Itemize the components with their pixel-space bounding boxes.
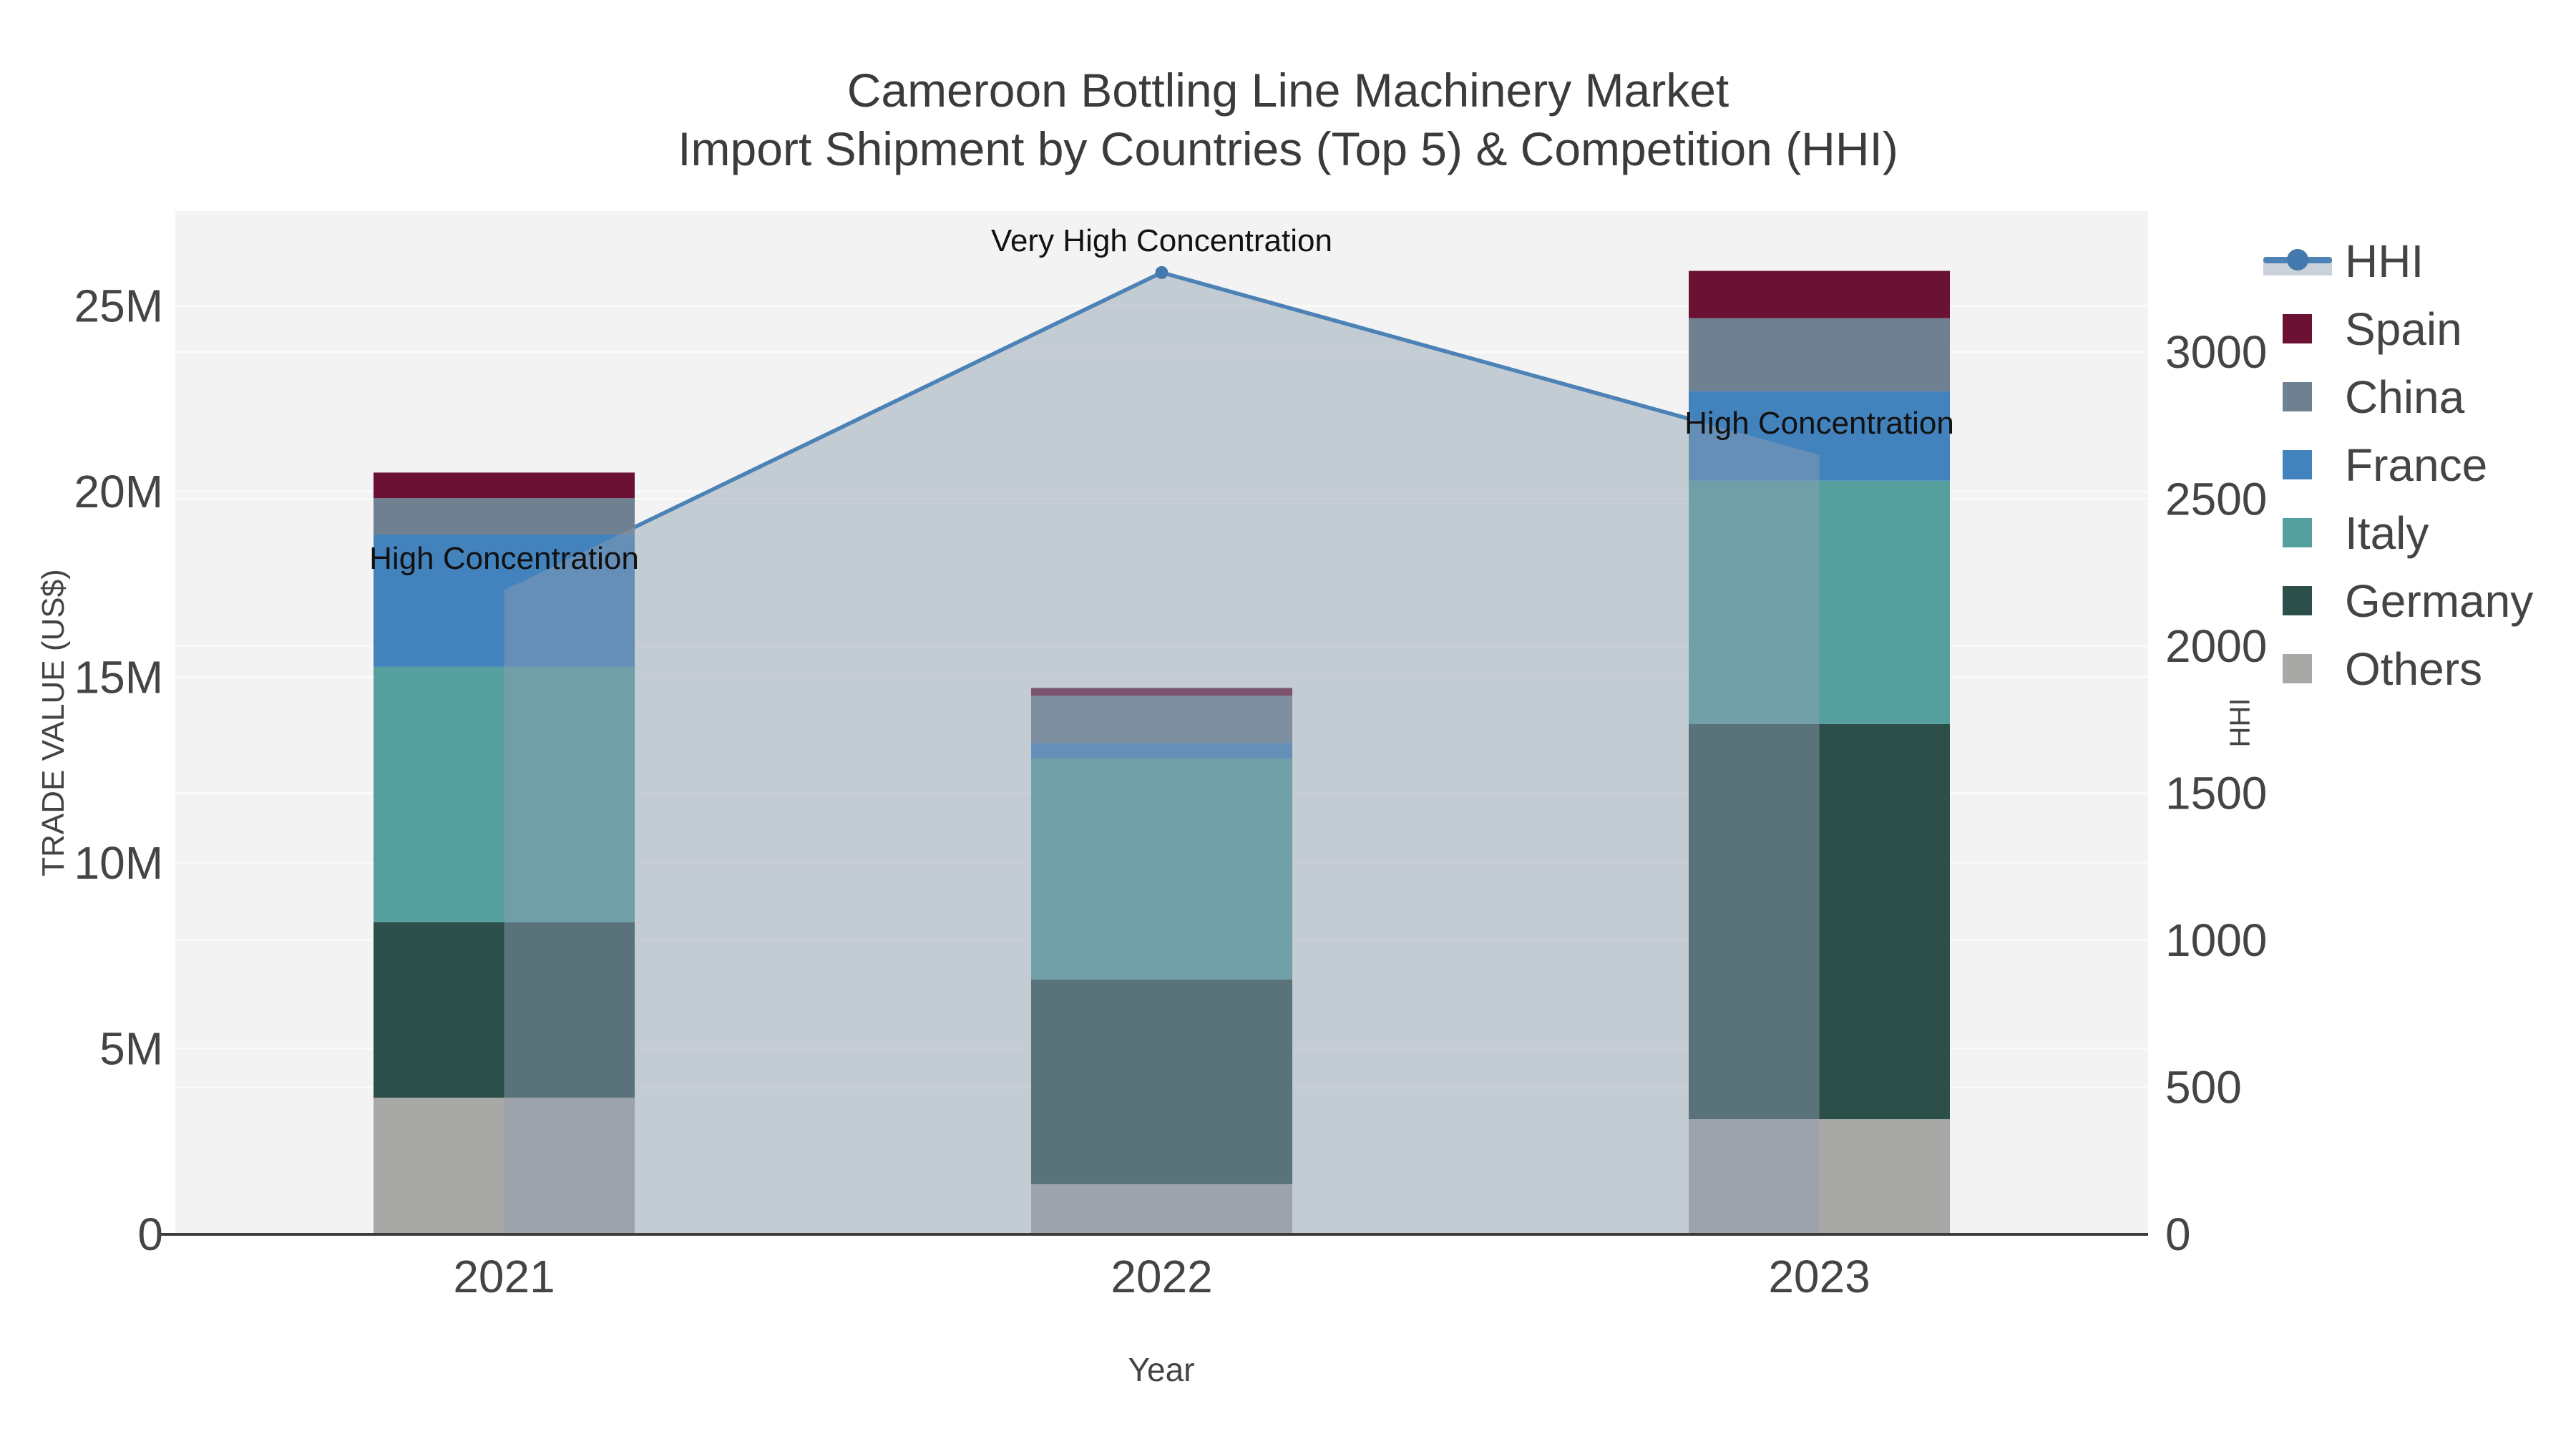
legend-swatch-icon [2263,499,2332,567]
bar-segment-france-2023[interactable] [1689,391,1950,481]
legend-swatch-icon [2263,431,2332,499]
legend-color-swatch-germany [2283,586,2312,615]
legend-item-china[interactable]: China [2263,363,2533,431]
legend: HHI Spain China France Italy Germany Others [2263,227,2533,703]
bar-segment-china-2022[interactable] [1031,696,1292,743]
bar-segment-china-2021[interactable] [374,498,635,535]
annotation-2023: High Concentration [1684,406,1954,441]
bar-segment-germany-2022[interactable] [1031,979,1292,1184]
legend-label: HHI [2345,235,2424,287]
legend-color-swatch-china [2283,382,2312,411]
legend-swatch-icon [2263,567,2332,635]
bar-segment-italy-2023[interactable] [1689,480,1950,724]
y-right-tick-0: 0 [2165,1209,2191,1260]
y-right-axis-title: HHI [2224,698,2256,748]
x-tick-2021: 2021 [453,1251,555,1302]
chart-title-line2: Import Shipment by Countries (Top 5) & C… [678,122,1898,175]
hhi-line-group [497,265,1826,597]
y-right-tick-500: 500 [2165,1061,2242,1113]
hhi-marker-icon [2287,249,2308,270]
bar-segment-others-2023[interactable] [1689,1119,1950,1234]
legend-color-swatch-others [2283,654,2312,683]
legend-item-others[interactable]: Others [2263,635,2533,703]
hhi-marker-2023[interactable] [1813,448,1826,462]
bar-segment-others-2022[interactable] [1031,1184,1292,1234]
x-tick-2023: 2023 [1768,1251,1870,1302]
y-right-tick-2000: 2000 [2165,620,2267,672]
bar-segment-china-2023[interactable] [1689,318,1950,391]
annotation-2021: High Concentration [369,541,639,576]
bar-segment-france-2022[interactable] [1031,743,1292,759]
legend-item-spain[interactable]: Spain [2263,295,2533,363]
bar-segment-italy-2021[interactable] [374,666,635,922]
legend-label: China [2345,371,2465,423]
legend-label: Germany [2345,575,2534,627]
bar-segment-france-2021[interactable] [374,535,635,667]
hhi-marker-2021[interactable] [497,583,511,597]
bar-segment-germany-2023[interactable] [1689,723,1950,1120]
bar-segment-germany-2021[interactable] [374,922,635,1098]
hhi-area-fill [504,272,1820,1234]
legend-item-hhi[interactable]: HHI [2263,227,2533,295]
y-right-tick-2500: 2500 [2165,473,2267,525]
legend-color-swatch-france [2283,450,2312,479]
chart-title-line1: Cameroon Bottling Line Machinery Market [847,64,1729,117]
y-right-tick-1500: 1500 [2165,767,2267,819]
legend-swatch-icon [2263,363,2332,431]
legend-label: France [2345,439,2488,491]
annotation-2022: Very High Concentration [991,223,1332,258]
bar-segment-spain-2022[interactable] [1031,688,1292,696]
bar-segment-others-2021[interactable] [374,1097,635,1234]
y-right-tick-3000: 3000 [2165,326,2267,378]
hhi-legend-glyph-icon [2263,227,2332,295]
y-right-tick-1000: 1000 [2165,914,2267,966]
legend-item-france[interactable]: France [2263,431,2533,499]
y-left-tick-5M: 5M [99,1023,163,1074]
legend-item-italy[interactable]: Italy [2263,499,2533,567]
legend-swatch-icon [2263,295,2332,363]
legend-swatch-icon [2263,635,2332,703]
x-tick-2022: 2022 [1111,1251,1212,1302]
legend-item-germany[interactable]: Germany [2263,567,2533,635]
chart-title: Cameroon Bottling Line Machinery Market … [0,61,2576,178]
hhi-marker-2022[interactable] [1155,265,1169,279]
bar-segment-italy-2022[interactable] [1031,758,1292,980]
y-left-tick-15M: 15M [74,651,164,703]
y-left-axis-title: TRADE VALUE (US$) [36,569,71,877]
bar-segment-spain-2021[interactable] [374,472,635,499]
x-axis-title: Year [1128,1351,1195,1388]
legend-label: Italy [2345,507,2429,559]
y-left-tick-0: 0 [137,1209,163,1260]
y-left-tick-25M: 25M [74,280,164,331]
legend-color-swatch-italy [2283,518,2312,547]
y-left-tick-10M: 10M [74,837,164,889]
bar-segment-spain-2023[interactable] [1689,270,1950,318]
legend-label: Others [2345,643,2483,695]
y-left-tick-20M: 20M [74,466,164,517]
legend-color-swatch-spain [2283,314,2312,343]
legend-label: Spain [2345,303,2462,355]
